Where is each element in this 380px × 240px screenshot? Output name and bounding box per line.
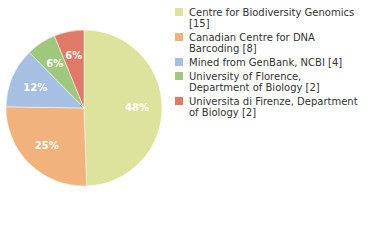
legend-item: Centre for Biodiversity Genomics [15] (175, 7, 361, 29)
chart: 48% 25% 12% 6%6% Centre for Biodiversity Ge… (0, 0, 380, 240)
legend-label: University of Florence, Department of Bi… (189, 71, 320, 93)
slice (84, 30, 162, 186)
data-label: 6% (46, 58, 63, 69)
data-labels: 48% 25% 12% 6%6% (23, 50, 149, 151)
data-label: 12% (23, 82, 47, 93)
data-label: 25% (35, 140, 59, 151)
legend-item: Mined from GenBank, NCBI [4] (175, 57, 361, 68)
legend-swatch (175, 97, 183, 105)
legend-swatch (175, 33, 183, 41)
data-label: 48% (125, 102, 149, 113)
legend-swatch (175, 8, 183, 16)
legend-label: Mined from GenBank, NCBI [4] (189, 57, 342, 68)
data-label: 6% (65, 50, 82, 61)
legend-label: Universita di Firenze, Department of Bio… (189, 96, 358, 118)
legend-item: Canadian Centre for DNA Barcoding [8] (175, 32, 361, 54)
slice (6, 107, 87, 186)
legend-label: Canadian Centre for DNA Barcoding [8] (189, 32, 315, 54)
legend-label: Centre for Biodiversity Genomics [15] (189, 7, 354, 29)
legend: Centre for Biodiversity Genomics [15] Can… (175, 7, 375, 121)
legend-item: Universita di Firenze, Department of Bio… (175, 96, 361, 118)
legend-item: University of Florence, Department of Bi… (175, 71, 361, 93)
legend-swatch (175, 58, 183, 66)
slices (6, 30, 162, 186)
legend-swatch (175, 72, 183, 80)
